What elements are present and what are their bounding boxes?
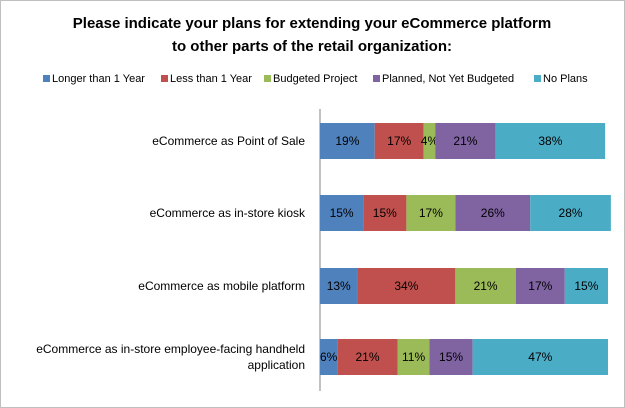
legend-label: No Plans: [543, 73, 588, 85]
data-label: 17%: [419, 206, 443, 220]
bars: 19% 17% 4% 21% 38% 15% 15% 17% 26% 28% 13% 34% 21% 17…: [320, 123, 611, 375]
bar-segment: [495, 123, 606, 159]
legend-swatch: [373, 75, 380, 82]
bar-segment: [530, 195, 611, 231]
data-label: 15%: [439, 350, 463, 364]
bar-segment: [320, 123, 375, 159]
bar-segment: [515, 268, 565, 304]
data-label: 34%: [394, 279, 418, 293]
category-label: eCommerce as Point of Sale: [152, 134, 305, 148]
category-label: eCommerce as in-store kiosk: [150, 206, 306, 220]
bar-segment: [472, 339, 608, 375]
legend-label: Longer than 1 Year: [52, 73, 145, 85]
legend-label: Planned, Not Yet Budgeted: [382, 73, 514, 85]
legend-label: Budgeted Project: [273, 73, 357, 85]
category-label: eCommerce as in-store employee-facing ha…: [36, 342, 305, 356]
chart-title-line: to other parts of the retail organizatio…: [172, 38, 452, 55]
chart-title: Please indicate your plans for extending…: [73, 15, 551, 55]
data-label: 15%: [574, 279, 598, 293]
data-label: 21%: [453, 134, 477, 148]
bar-segment: [374, 123, 424, 159]
data-label: 11%: [402, 350, 425, 364]
data-label: 13%: [327, 279, 351, 293]
bar-segment: [429, 339, 473, 375]
data-label: 6%: [320, 350, 338, 364]
data-label: 38%: [538, 134, 562, 148]
bar-segment: [455, 195, 531, 231]
legend-swatch: [161, 75, 168, 82]
legend-label: Less than 1 Year: [170, 73, 252, 85]
data-label: 15%: [330, 206, 354, 220]
bar-segment: [320, 268, 358, 304]
bar-segment: [455, 268, 516, 304]
data-label: 17%: [387, 134, 411, 148]
chart-title-line: Please indicate your plans for extending…: [73, 15, 551, 32]
data-label: 17%: [528, 279, 552, 293]
data-label: 15%: [373, 206, 397, 220]
legend-swatch: [43, 75, 50, 82]
data-label: 47%: [528, 350, 552, 364]
bar-segment: [363, 195, 407, 231]
bar-segment: [435, 123, 496, 159]
category-labels: eCommerce as Point of Sale eCommerce as i…: [36, 134, 306, 372]
bar-segment: [357, 268, 456, 304]
data-label: 19%: [335, 134, 359, 148]
data-label: 28%: [559, 206, 583, 220]
data-label: 26%: [481, 206, 505, 220]
data-label: 4%: [421, 134, 439, 148]
category-label: eCommerce as mobile platform: [138, 279, 305, 293]
bar-segment: [397, 339, 430, 375]
legend-swatch: [534, 75, 541, 82]
legend: Longer than 1 Year Less than 1 Year Budget…: [43, 73, 588, 85]
bar-segment: [320, 339, 338, 375]
data-label: 21%: [474, 279, 498, 293]
bar-segment: [564, 268, 608, 304]
bar-segment: [406, 195, 456, 231]
category-label: application: [248, 358, 305, 372]
data-label: 21%: [356, 350, 380, 364]
bar-segment: [337, 339, 398, 375]
bar-segment: [423, 123, 436, 159]
legend-swatch: [264, 75, 271, 82]
bar-segment: [320, 195, 364, 231]
